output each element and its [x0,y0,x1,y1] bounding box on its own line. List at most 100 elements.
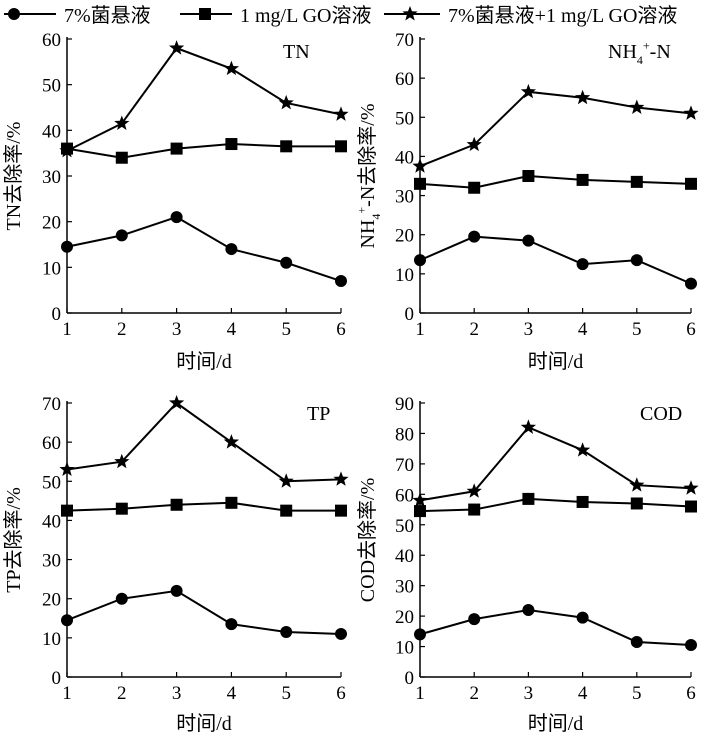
data-point-star [168,40,185,55]
series-line [66,143,341,159]
y-tick-label: 30 [42,551,61,572]
data-point-circle [225,243,238,256]
y-tick-label: 50 [395,108,414,129]
legend: 7%菌悬液 1 mg/L GO溶液 7%菌悬液+1 mg/L GO溶液 [4,4,677,27]
data-point-square [630,497,643,510]
legend-item-square: 1 mg/L GO溶液 [180,4,371,27]
data-point-star [223,434,240,449]
data-point-square [225,138,238,151]
y-tick-label: 70 [395,455,414,476]
y-axis-label: NH4+-N去除率/% [355,104,383,249]
data-point-square [685,500,697,513]
y-tick-label: 70 [395,30,414,51]
series-line [419,497,692,513]
panel-tp: 0 10 20 30 40 50 60 70 1 2 3 4 5 6 时间/d TP去除率/% TP [2,394,349,735]
y-tick-label: 60 [395,69,414,90]
data-point-square [468,503,481,516]
data-point-square [414,505,426,518]
series-line [419,426,692,502]
y-tick-label: 60 [42,433,61,454]
data-point-square [115,151,128,164]
x-tick-label: 3 [172,683,182,704]
series-circle [61,584,347,640]
data-point-star [683,105,699,120]
data-point-square [522,492,535,505]
x-tick-label: 6 [336,319,346,340]
y-tick-label: 30 [395,187,414,208]
data-point-circle [170,584,183,597]
series-line [419,90,692,168]
series-star [59,395,349,488]
legend-label: 1 mg/L GO溶液 [240,4,371,27]
data-point-star [412,492,428,507]
data-point-star [333,106,349,121]
x-tick-label: 6 [686,683,696,704]
series-square [61,138,347,164]
y-tick-label: 20 [42,590,61,611]
x-tick-label: 1 [415,319,425,340]
x-tick-label: 1 [62,683,72,704]
data-point-circle [61,240,73,253]
data-point-square [170,498,183,511]
x-tick-label: 5 [632,319,642,340]
x-tick-label: 5 [281,683,291,704]
y-tick-label: 50 [395,516,414,537]
x-tick-label: 1 [62,319,72,340]
y-tick-label: 0 [52,304,62,325]
data-point-square [576,173,589,186]
x-tick-label: 2 [469,319,479,340]
data-point-circle [225,618,238,631]
data-point-circle [280,625,293,638]
data-point-star [466,483,482,498]
legend-square-icon [199,8,211,20]
data-point-circle [335,275,347,288]
data-point-star [114,115,130,130]
data-point-star [223,60,240,76]
data-point-star [59,461,75,477]
x-tick-label: 6 [336,683,346,704]
panel-cod: 0 10 20 30 40 50 60 70 80 90 1 2 3 4 5 6 时间/d COD去除率/% COD [356,394,699,735]
y-axis-label: COD去除率/% [356,478,379,602]
data-point-square [170,142,183,155]
data-point-star [333,471,349,486]
data-point-circle [522,604,535,617]
panel-title: TP [307,403,330,425]
x-tick-label: 6 [686,319,696,340]
data-point-star [520,83,537,99]
series-circle [414,230,697,290]
data-point-star [574,89,591,105]
series-square [61,496,347,517]
x-tick-label: 5 [281,319,291,340]
x-tick-label: 5 [632,683,642,704]
y-tick-label: 50 [42,472,61,493]
legend-circle-icon [8,8,20,20]
data-point-square [335,140,347,153]
series-line [66,401,342,483]
data-point-star [114,453,130,469]
series-line [66,216,342,282]
data-point-square [61,504,73,517]
series-line [66,501,341,512]
x-tick-label: 2 [117,683,127,704]
legend-label: 7%菌悬液 [64,4,151,27]
x-tick-label: 4 [578,319,588,340]
y-axis-label: TP去除率/% [2,487,25,593]
y-tick-label: 30 [395,577,414,598]
data-point-circle [468,230,481,243]
series-star [412,83,699,173]
x-tick-label: 3 [524,683,534,704]
legend-star-icon [402,6,418,21]
x-axis-label: 时间/d [176,350,232,373]
data-point-square [630,175,643,188]
y-tick-label: 10 [42,629,61,650]
y-tick-label: 40 [395,147,414,168]
data-point-circle [576,258,589,271]
data-point-square [225,496,238,509]
y-tick-label: 40 [395,546,414,567]
y-tick-label: 80 [395,424,414,445]
y-tick-label: 50 [42,76,61,97]
data-point-square [280,504,293,517]
series-circle [61,211,347,288]
y-tick-label: 20 [395,226,414,247]
